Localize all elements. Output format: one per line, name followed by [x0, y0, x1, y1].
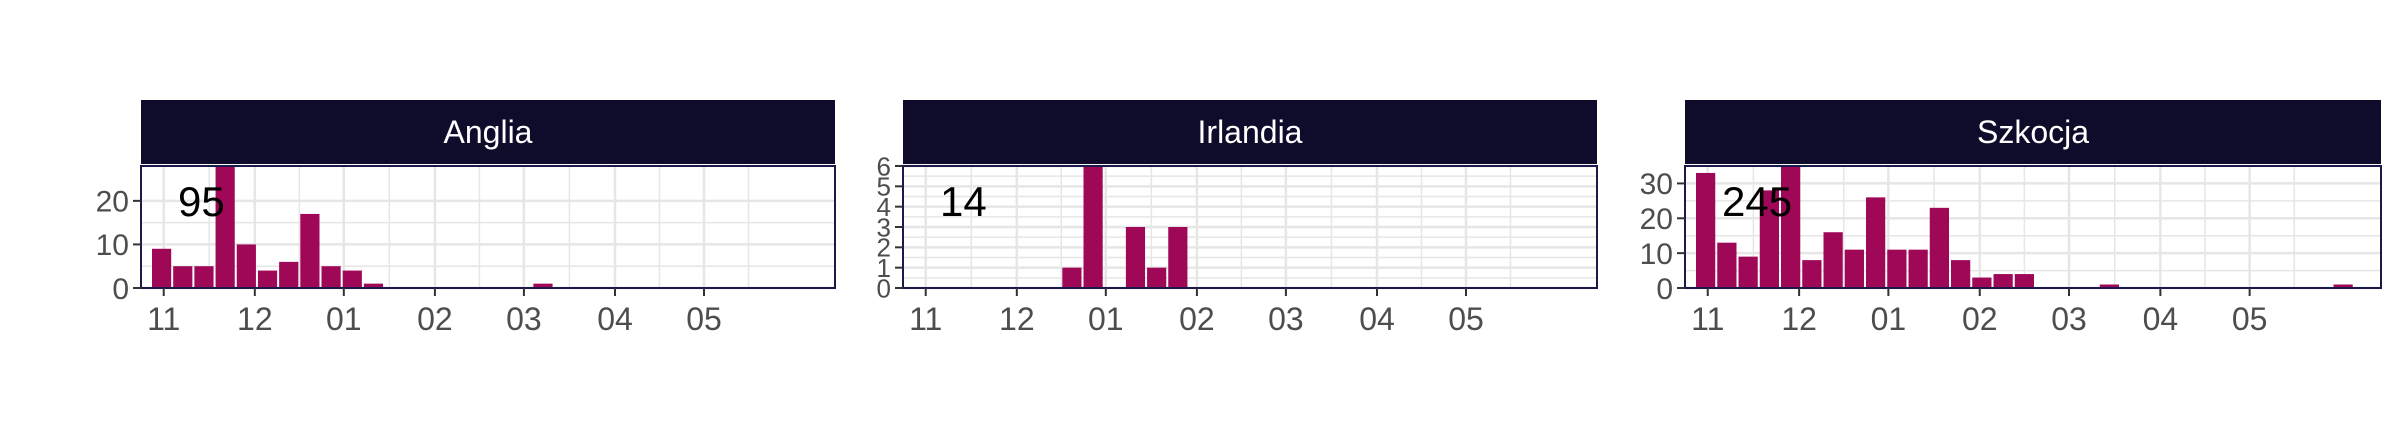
bar-week-1	[1696, 172, 1716, 288]
panel-border	[140, 165, 836, 289]
x-tick-label: 03	[1268, 301, 1304, 337]
bar-week-10	[1887, 249, 1907, 288]
x-tick-label: 05	[686, 301, 722, 337]
x-tick-label: 02	[417, 301, 453, 337]
x-tick-label: 04	[2143, 301, 2179, 337]
bar-week-19	[533, 283, 553, 288]
bar-week-11	[363, 283, 384, 288]
bar-week-16	[2014, 274, 2034, 288]
bar-week-13	[1951, 260, 1971, 288]
bar-week-2	[1717, 242, 1737, 288]
panel-background	[141, 166, 835, 288]
bar-week-6	[1802, 260, 1822, 288]
bar-week-11	[1908, 249, 1928, 288]
facet-strip	[141, 100, 835, 164]
bar-week-8	[300, 213, 320, 288]
y-tick-label: 0	[112, 273, 129, 306]
y-tick-label: 10	[96, 229, 129, 262]
bar-week-4	[1759, 190, 1779, 288]
total-count-label: 95	[178, 178, 225, 225]
facet-strip	[903, 100, 1597, 164]
facet-strip-title: Anglia	[444, 114, 533, 150]
y-tick-label: 0	[877, 273, 891, 303]
total-count-label: 14	[940, 178, 987, 225]
x-tick-label: 01	[1871, 301, 1907, 337]
total-count-label: 245	[1722, 178, 1792, 225]
y-tick-label: 0	[1656, 273, 1673, 306]
x-tick-label: 12	[1781, 301, 1817, 337]
x-tick-label: 11	[909, 301, 942, 337]
bar-week-15	[1993, 274, 2013, 288]
x-tick-label: 05	[2232, 301, 2268, 337]
bar-week-9	[1083, 166, 1103, 288]
panel-background	[1685, 166, 2381, 288]
x-tick-label: 01	[1088, 301, 1124, 337]
bar-week-8	[1844, 249, 1864, 288]
bar-week-7	[1823, 232, 1843, 288]
x-tick-label: 12	[237, 301, 273, 337]
y-tick-label: 2	[877, 233, 891, 263]
x-tick-label: 02	[1179, 301, 1215, 337]
bar-week-3	[1738, 256, 1758, 288]
bar-week-7	[279, 261, 299, 288]
bar-week-10	[342, 270, 362, 288]
x-tick-label: 11	[147, 301, 180, 337]
bar-week-1	[152, 248, 172, 288]
panel-border	[1684, 165, 2382, 289]
x-tick-label: 03	[2051, 301, 2087, 337]
bar-week-5	[236, 244, 256, 288]
facet-strip-title: Irlandia	[1198, 114, 1303, 150]
x-tick-label: 02	[1962, 301, 1998, 337]
y-tick-label: 4	[877, 192, 891, 222]
bar-week-9	[321, 266, 341, 288]
x-tick-label: 11	[1691, 301, 1724, 337]
bar-week-11	[1125, 227, 1146, 288]
bar-week-4	[215, 166, 235, 288]
x-tick-label: 01	[326, 301, 362, 337]
x-tick-label: 05	[1448, 301, 1484, 337]
y-tick-label: 20	[1640, 203, 1673, 236]
bar-week-9	[1866, 197, 1886, 288]
x-tick-label: 04	[597, 301, 633, 337]
bar-week-12	[1929, 207, 1949, 288]
bar-week-5	[1781, 166, 1801, 288]
x-tick-label: 03	[506, 301, 542, 337]
y-tick-label: 6	[877, 151, 891, 181]
y-tick-label: 3	[877, 212, 891, 242]
bar-week-8	[1062, 267, 1082, 288]
facet-strip	[1685, 100, 2381, 164]
bar-week-2	[173, 266, 193, 288]
bar-week-31	[2333, 284, 2353, 288]
y-tick-label: 20	[96, 186, 129, 219]
y-tick-label: 10	[1640, 238, 1673, 271]
bar-week-14	[1972, 277, 1992, 288]
bar-week-13	[1168, 227, 1188, 288]
bar-week-6	[257, 270, 278, 288]
bar-week-3	[194, 266, 214, 288]
x-tick-label: 12	[999, 301, 1035, 337]
facet-panel-anglia: Anglia 0 10 20 11 12 01 02 03 04 05 95	[96, 100, 836, 337]
bar-week-12	[1147, 267, 1167, 288]
y-tick-label: 1	[877, 253, 891, 283]
facet-strip-title: Szkocja	[1977, 114, 2089, 150]
y-tick-label: 5	[877, 172, 891, 202]
y-tick-label: 30	[1640, 168, 1673, 201]
bar-week-20	[2099, 284, 2119, 288]
x-tick-label: 04	[1359, 301, 1395, 337]
